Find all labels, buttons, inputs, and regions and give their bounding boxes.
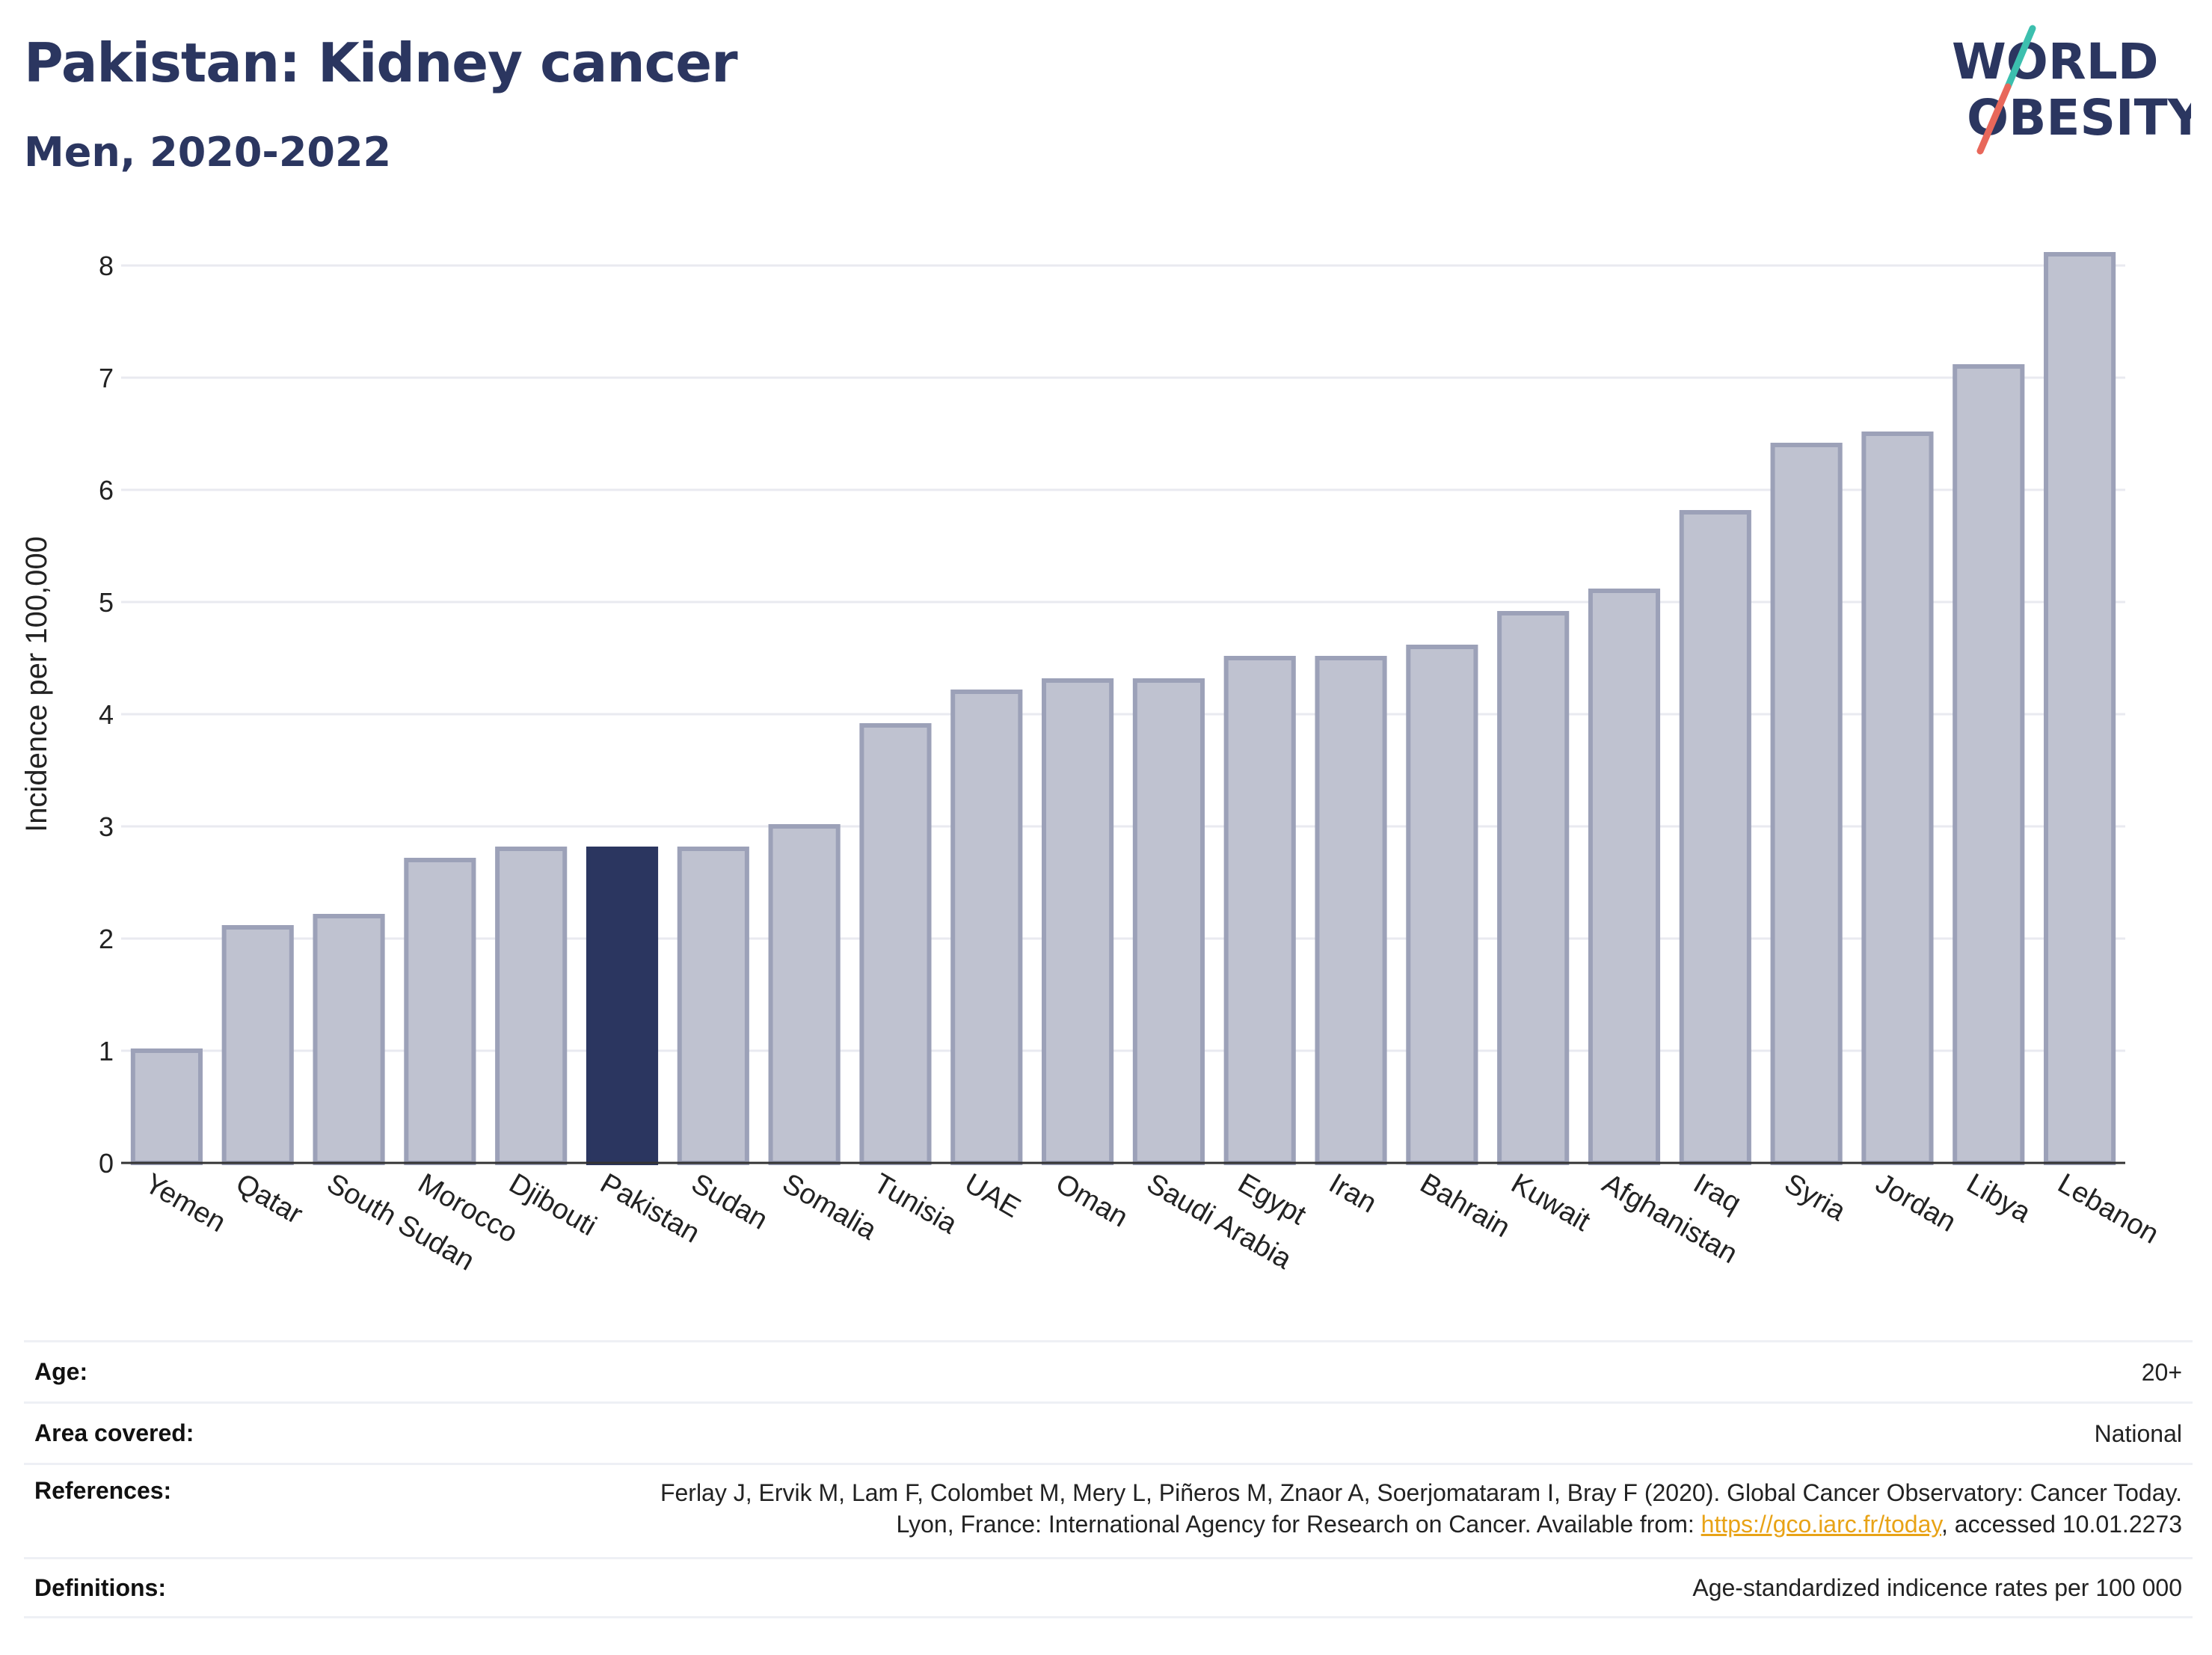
x-tick-label: Iran bbox=[1324, 1167, 1382, 1219]
x-tick-label: Bahrain bbox=[1415, 1167, 1515, 1244]
bar-somalia bbox=[768, 824, 841, 1165]
y-tick-label: 8 bbox=[99, 251, 114, 281]
meta-row-area: Area covered: National bbox=[24, 1401, 2193, 1463]
world-obesity-logo: WORLD OBESITY bbox=[1944, 22, 2205, 157]
bar-uae bbox=[950, 690, 1023, 1165]
meta-value-area: National bbox=[2094, 1419, 2182, 1447]
meta-row-age: Age: 20+ bbox=[24, 1340, 2193, 1401]
x-tick-label: Kuwait bbox=[1506, 1167, 1596, 1238]
bar-saudi-arabia bbox=[1132, 678, 1205, 1165]
y-tick-label: 3 bbox=[99, 811, 114, 842]
meta-row-definitions: Definitions: Age-standardized indicence … bbox=[24, 1557, 2193, 1618]
y-tick-label: 5 bbox=[99, 587, 114, 618]
logo-slash-top bbox=[2004, 25, 2036, 90]
x-tick-label: Oman bbox=[1051, 1167, 1134, 1233]
x-tick-labels: Yemen Qatar South SudanMoroccoDjiboutiPaki… bbox=[139, 1167, 2163, 1277]
bar-afghanistan bbox=[1588, 589, 1661, 1165]
bar-south-sudan bbox=[313, 914, 385, 1165]
bar-tunisia bbox=[859, 723, 932, 1165]
y-axis-label: Incidence per 100,000 bbox=[20, 536, 53, 832]
x-tick-label: Syria bbox=[1779, 1167, 1852, 1227]
chart-title: Pakistan: Kidney cancer bbox=[24, 31, 738, 94]
meta-label-definitions: Definitions: bbox=[34, 1573, 166, 1601]
meta-label-age: Age: bbox=[34, 1358, 88, 1385]
bar-iran bbox=[1315, 656, 1387, 1165]
x-tick-label: Qatar bbox=[230, 1167, 308, 1230]
bar-pakistan bbox=[586, 847, 659, 1165]
x-tick-label: Djibouti bbox=[504, 1167, 602, 1242]
reference-link[interactable]: https://gco.iarc.fr/today bbox=[1701, 1511, 1941, 1538]
y-tick-label: 7 bbox=[99, 363, 114, 393]
x-tick-label: Tunisia bbox=[868, 1167, 963, 1240]
x-tick-label: Jordan bbox=[1870, 1167, 1961, 1238]
bar-jordan bbox=[1861, 432, 1934, 1165]
meta-label-references: References: bbox=[34, 1477, 172, 1504]
y-tick-label: 0 bbox=[99, 1148, 114, 1179]
meta-value-definitions: Age-standardized indicence rates per 100… bbox=[1692, 1574, 2182, 1601]
x-tick-label: UAE bbox=[959, 1167, 1026, 1223]
x-tick-label: Libya bbox=[1961, 1167, 2036, 1229]
bar-qatar bbox=[221, 925, 294, 1165]
x-tick-label: Pakistan bbox=[595, 1167, 705, 1249]
meta-row-references: References: Ferlay J, Ervik M, Lam F, Co… bbox=[24, 1463, 2193, 1557]
y-tick-labels: 0 1 2 3 4 5 6 7 8 bbox=[99, 251, 114, 1179]
bar-bahrain bbox=[1406, 645, 1478, 1165]
bars bbox=[130, 252, 2116, 1165]
meta-value-references: Ferlay J, Ervik M, Lam F, Colombet M, Me… bbox=[597, 1477, 2182, 1540]
reference-text: Ferlay J, Ervik M, Lam F, Colombet M, Me… bbox=[660, 1479, 2182, 1538]
bar-syria bbox=[1770, 443, 1843, 1165]
chart-subtitle: Men, 2020-2022 bbox=[24, 129, 392, 176]
meta-label-area: Area covered: bbox=[34, 1419, 194, 1446]
y-tick-label: 4 bbox=[99, 699, 114, 730]
logo-line1: WORLD bbox=[1952, 33, 2159, 90]
bar-iraq bbox=[1679, 510, 1751, 1165]
bar-sudan bbox=[677, 847, 749, 1165]
bar-morocco bbox=[404, 858, 476, 1165]
y-tick-label: 1 bbox=[99, 1036, 114, 1066]
x-tick-label: Somalia bbox=[777, 1167, 882, 1246]
bar-djibouti bbox=[495, 847, 568, 1165]
bar-yemen bbox=[130, 1048, 203, 1165]
x-tick-label: Iraq bbox=[1688, 1167, 1746, 1219]
y-tick-label: 2 bbox=[99, 924, 114, 954]
x-tick-label: Yemen bbox=[139, 1167, 230, 1238]
reference-accessed: , accessed 10.01.2273 bbox=[1941, 1511, 2182, 1538]
logo-slash-bottom bbox=[1976, 83, 2012, 155]
bar-oman bbox=[1042, 678, 1114, 1165]
bar-egypt bbox=[1223, 656, 1296, 1165]
y-tick-label: 6 bbox=[99, 475, 114, 506]
bar-chart: 0 1 2 3 4 5 6 7 8 Yemen Qatar South SudanMoroccoDj… bbox=[20, 251, 2164, 1277]
bar-libya bbox=[1953, 364, 2025, 1165]
x-tick-label: Lebanon bbox=[2053, 1167, 2164, 1250]
meta-value-age: 20+ bbox=[2141, 1358, 2182, 1386]
metadata-table: Age: 20+ Area covered: National Referenc… bbox=[24, 1340, 2193, 1618]
bar-lebanon bbox=[2044, 252, 2116, 1165]
bar-kuwait bbox=[1497, 611, 1570, 1165]
